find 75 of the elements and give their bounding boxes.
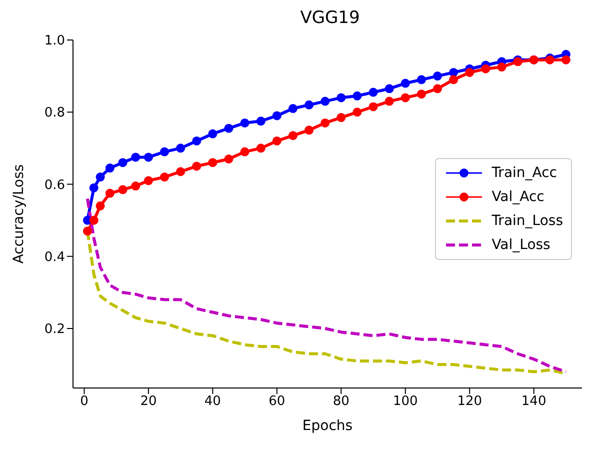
point	[368, 102, 378, 112]
x-tick-label: 120	[457, 394, 482, 410]
x-tick-label: 20	[140, 394, 157, 410]
point	[240, 147, 250, 156]
point	[416, 90, 426, 99]
point	[105, 164, 114, 173]
point	[416, 75, 426, 84]
x-tick-label: 60	[268, 394, 286, 410]
point	[432, 72, 442, 81]
chart-title: VGG19	[299, 8, 361, 30]
point	[288, 131, 298, 140]
point	[384, 96, 394, 106]
point	[105, 188, 114, 198]
legend-label: Val_Acc	[492, 188, 544, 207]
y-axis-title: Accuracy/Loss	[10, 164, 27, 264]
point	[192, 136, 202, 146]
point	[96, 201, 105, 210]
point	[224, 154, 234, 164]
point	[272, 136, 282, 146]
point	[432, 84, 442, 94]
legend-label: Train_Acc	[492, 164, 558, 183]
point	[256, 116, 266, 126]
point	[89, 183, 98, 192]
point	[208, 129, 218, 138]
point	[240, 118, 250, 128]
point	[131, 152, 140, 162]
point	[336, 113, 346, 122]
point	[481, 64, 490, 74]
point	[352, 108, 362, 117]
point	[304, 100, 314, 110]
point	[160, 172, 170, 182]
x-tick-label: 40	[204, 394, 221, 410]
point	[320, 96, 330, 106]
point	[160, 147, 170, 156]
point	[352, 91, 362, 100]
point	[400, 78, 410, 88]
point	[368, 88, 378, 97]
point	[144, 176, 153, 186]
legend-label: Val_Loss	[492, 236, 550, 255]
legend-label: Train_Loss	[492, 212, 563, 231]
point	[96, 172, 105, 182]
x-tick-label: 100	[392, 394, 418, 410]
x-tick-label: 80	[332, 394, 350, 410]
y-tick-label: 0.6	[44, 178, 65, 193]
y-tick-label: 0.4	[44, 250, 65, 265]
point	[320, 118, 330, 128]
point	[465, 68, 474, 77]
y-tick-label: 0.8	[44, 106, 65, 121]
point	[288, 104, 298, 114]
point	[336, 93, 346, 102]
point	[449, 75, 458, 84]
point	[176, 167, 186, 176]
point	[192, 162, 202, 171]
point	[82, 226, 92, 236]
point	[118, 185, 128, 194]
point	[89, 216, 98, 225]
x-tick-label: 0	[80, 394, 88, 410]
point	[144, 152, 153, 162]
y-tick-label: 1.0	[44, 34, 65, 49]
point	[304, 126, 314, 135]
x-axis-title: Epochs	[302, 418, 353, 434]
point	[118, 158, 128, 168]
point	[497, 62, 506, 72]
x-tick-label: 140	[521, 394, 546, 410]
point	[208, 158, 218, 168]
point	[256, 144, 266, 153]
point	[272, 111, 282, 120]
point	[176, 144, 186, 153]
y-tick-label: 0.2	[44, 322, 65, 338]
point	[400, 93, 410, 102]
point	[384, 84, 394, 94]
point	[224, 124, 234, 133]
point	[131, 182, 140, 191]
point	[561, 55, 570, 64]
point	[449, 68, 458, 77]
